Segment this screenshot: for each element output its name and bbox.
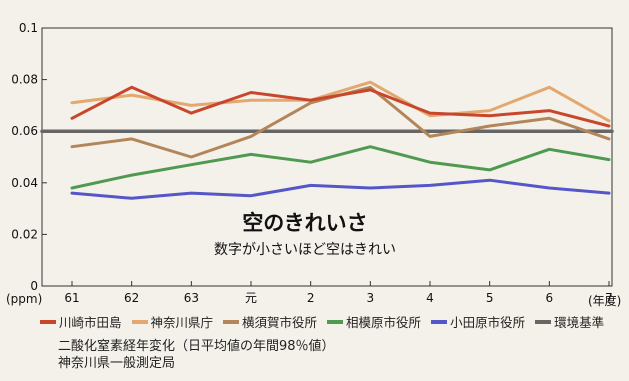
legend-swatch [327, 319, 344, 324]
series-line-4 [70, 145, 611, 190]
x-axis-ticks: 61 62 63 元 2 3 4 5 6 7 [64, 281, 613, 305]
x-tick-label: 61 [64, 291, 79, 305]
x-tick-label: 元 [245, 291, 257, 305]
legend-swatch [131, 319, 148, 324]
x-tick-label: 7 [605, 291, 613, 305]
legend-item-1: 川崎市田島 [40, 312, 122, 331]
legend-item-2: 神奈川県庁 [131, 312, 214, 331]
legend-label: 小田原市役所 [450, 315, 526, 330]
series-lines [40, 80, 614, 200]
y-tick-label: 0.1 [19, 21, 38, 35]
x-tick-label: 5 [486, 291, 494, 305]
y-tick-label: 0.06 [11, 124, 38, 138]
x-tick-label: 2 [307, 291, 315, 305]
y-axis-unit: (ppm) [6, 292, 42, 306]
x-tick-label: 62 [124, 291, 139, 305]
y-tick-label: 0.08 [11, 73, 38, 87]
footnote: 二酸化窒素経年変化（日平均値の年間98％値） 神奈川県一般測定局 [58, 338, 335, 372]
legend-label: 環境基準 [554, 315, 605, 330]
series-line-2 [70, 80, 611, 123]
legend-swatch [223, 319, 240, 324]
series-line-1 [70, 85, 611, 128]
chart-subtitle: 数字が小さいほど空はきれい [214, 242, 396, 258]
series-line-5 [70, 178, 611, 200]
chart-title: 空のきれいさ [242, 211, 367, 235]
plot-border [41, 27, 613, 287]
y-axis-ticks: 0 0.02 0.04 0.06 0.08 0.1 [11, 21, 47, 293]
chart-frame [41, 27, 613, 287]
legend: 川崎市田島 神奈川県庁 横須賀市役所 相模原市役所 小田原市役所 環境基準 [40, 312, 604, 331]
x-tick-label: 6 [546, 291, 554, 305]
footnote-line-2: 神奈川県一般測定局 [58, 356, 176, 371]
legend-item-5: 小田原市役所 [431, 312, 525, 331]
legend-label: 横須賀市役所 [242, 315, 318, 330]
x-tick-label: 4 [426, 291, 434, 305]
y-tick-label: 0.04 [11, 176, 38, 190]
x-tick-label: 3 [367, 291, 375, 305]
legend-swatch [40, 319, 56, 324]
legend-label: 相模原市役所 [346, 315, 422, 330]
legend-label: 川崎市田島 [59, 315, 122, 330]
y-tick-label: 0.02 [11, 227, 38, 241]
legend-item-4: 相模原市役所 [327, 312, 421, 331]
legend-label: 神奈川県庁 [150, 315, 214, 330]
legend-swatch [431, 319, 448, 324]
line-chart: 0 0.02 0.04 0.06 0.08 0.1 61 62 63 元 2 3 4 5 6 7 空のきれい… [6, 21, 621, 308]
legend-item-3: 横須賀市役所 [223, 312, 317, 331]
legend-swatch [535, 319, 552, 324]
x-axis-unit: (年度) [588, 293, 621, 308]
legend-item-6: 環境基準 [535, 312, 604, 331]
y-tick-label: 0 [30, 279, 38, 293]
x-tick-label: 63 [184, 291, 199, 305]
footnote-line-1: 二酸化窒素経年変化（日平均値の年間98％値） [58, 339, 335, 354]
